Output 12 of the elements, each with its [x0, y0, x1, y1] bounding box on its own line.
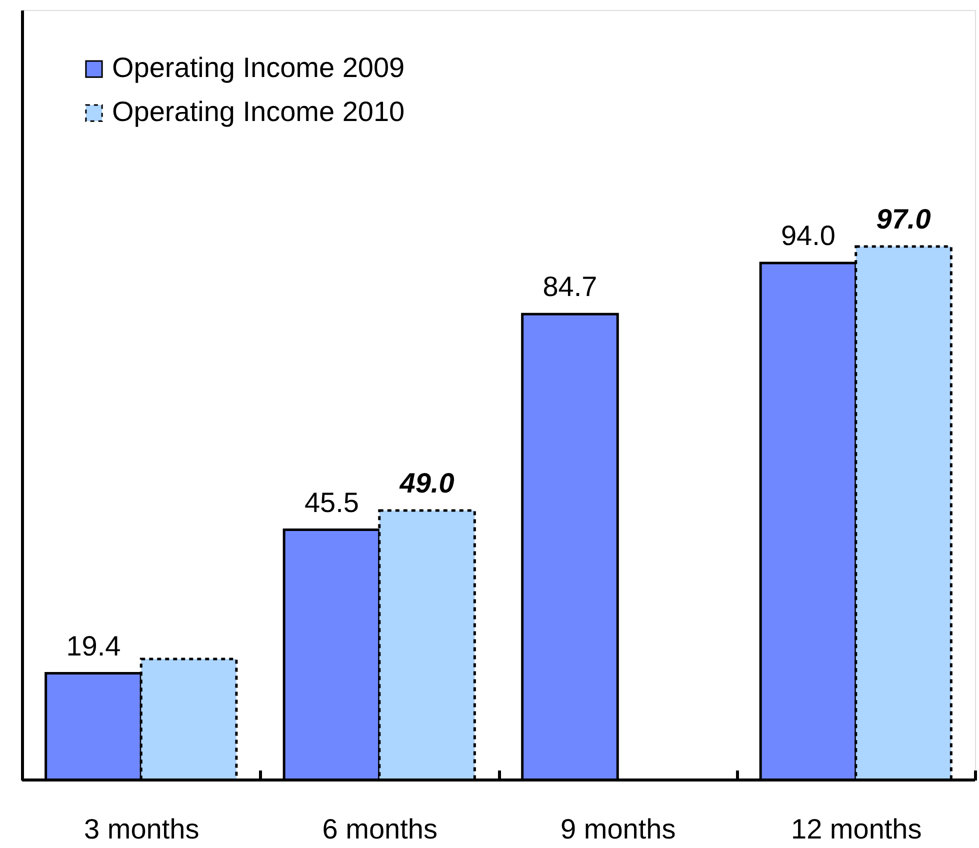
legend-label: Operating Income 2009 — [112, 52, 405, 83]
data-label: 49.0 — [398, 468, 455, 498]
x-tick-label: 9 months — [560, 814, 676, 844]
x-tick-label: 12 months — [791, 814, 922, 844]
x-tick-label: 3 months — [84, 814, 200, 844]
x-tick-label: 6 months — [322, 814, 438, 844]
data-label: 19.4 — [66, 630, 121, 662]
data-label: 94.0 — [780, 220, 836, 251]
data-label: 45.5 — [304, 486, 359, 518]
data-label: 97.0 — [876, 204, 932, 234]
legend-label: Operating Income 2010 — [112, 96, 405, 127]
data-label: 84.7 — [542, 271, 598, 302]
